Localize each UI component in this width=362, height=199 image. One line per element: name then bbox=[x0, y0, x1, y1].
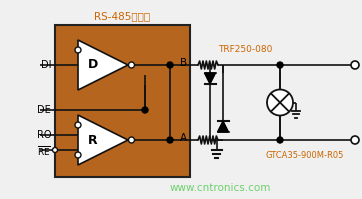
Circle shape bbox=[142, 107, 148, 113]
Circle shape bbox=[75, 122, 81, 128]
Text: www.cntronics.com: www.cntronics.com bbox=[169, 183, 271, 193]
Circle shape bbox=[351, 61, 359, 69]
Text: $\overline{\rm RE}$: $\overline{\rm RE}$ bbox=[37, 144, 51, 158]
Text: DI: DI bbox=[41, 60, 51, 70]
Circle shape bbox=[277, 62, 283, 68]
Text: A: A bbox=[180, 133, 187, 143]
Circle shape bbox=[351, 136, 359, 144]
Bar bbox=[55, 25, 190, 177]
Text: DE: DE bbox=[37, 105, 51, 115]
Polygon shape bbox=[78, 115, 128, 165]
Circle shape bbox=[75, 152, 81, 158]
Circle shape bbox=[267, 90, 293, 115]
Circle shape bbox=[167, 62, 173, 68]
Text: R: R bbox=[88, 134, 97, 146]
Circle shape bbox=[75, 47, 81, 53]
Circle shape bbox=[129, 137, 135, 143]
Text: B: B bbox=[180, 58, 187, 68]
Polygon shape bbox=[218, 121, 228, 132]
Circle shape bbox=[129, 62, 135, 68]
Text: TRF250-080: TRF250-080 bbox=[218, 46, 272, 55]
Text: GTCA35-900M-R05: GTCA35-900M-R05 bbox=[266, 150, 344, 160]
Polygon shape bbox=[78, 40, 128, 90]
Text: RO: RO bbox=[37, 130, 51, 140]
Polygon shape bbox=[205, 73, 215, 84]
Circle shape bbox=[277, 137, 283, 143]
Circle shape bbox=[167, 137, 173, 143]
Circle shape bbox=[52, 147, 58, 152]
Text: RS-485收发器: RS-485收发器 bbox=[94, 11, 151, 21]
Text: D: D bbox=[88, 59, 98, 71]
